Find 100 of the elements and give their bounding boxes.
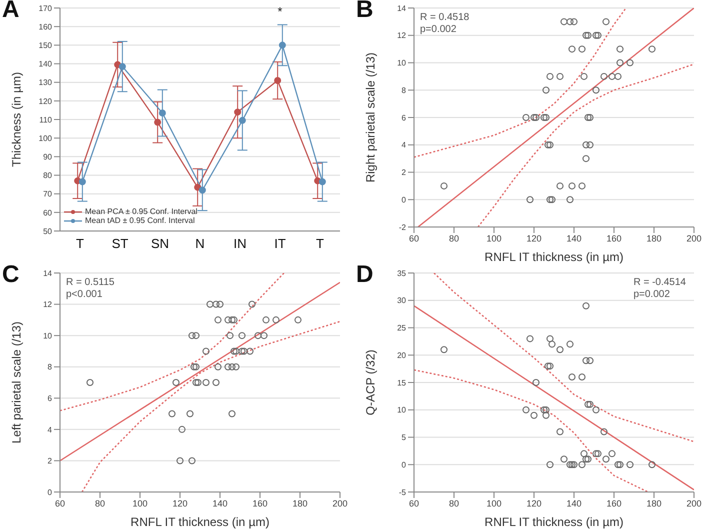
point [582,141,590,148]
point [230,316,238,324]
y-tick-label: -5 [398,488,407,497]
x-tick-label: IN [234,236,246,252]
annotation: R = -0.4514 [633,277,686,289]
point [592,450,600,458]
annotation: p<0.001 [66,289,104,301]
x-tick-label: 200 [686,498,702,508]
point [176,457,184,464]
point [272,316,280,324]
point [584,456,592,463]
chart-title: A [2,0,20,24]
point [228,316,236,324]
y-tick-label: 5 [402,433,407,442]
point [542,412,550,419]
y-tick-label: 140 [38,60,53,69]
point [522,406,530,414]
x-tick-label: 60 [54,498,66,508]
point [582,32,590,39]
y-axis-title: Thickness (in µm) [9,72,24,167]
point [214,316,222,324]
legend-label: Mean PCA ± 0.95 Conf. Interval [85,207,198,216]
point [616,59,624,66]
x-tick-label: 200 [332,498,348,508]
point [262,316,270,324]
point [216,300,224,308]
y-tick-label: 80 [43,171,53,180]
point [614,461,622,468]
point [440,346,448,354]
point [560,18,568,26]
point [570,18,578,26]
x-tick-label: 100 [132,498,148,508]
point [230,348,238,355]
line-series [477,63,694,227]
point [254,332,262,340]
point [172,379,180,386]
point [580,72,588,80]
x-tick-label: 120 [526,498,542,508]
y-tick-label: 10 [43,331,53,340]
point [542,114,550,121]
line-series [60,273,285,412]
point [188,332,196,340]
point [568,374,576,381]
legend-label: Mean tAD ± 0.95 Conf. Interval [85,216,195,225]
point [192,332,200,340]
point [206,300,214,308]
point [240,348,248,355]
point [578,46,586,53]
y-tick-label: 12 [397,31,407,40]
point [556,428,564,436]
annotation: R = 0.4518 [420,12,470,24]
annotation: * [278,4,283,18]
point [542,406,550,414]
point [584,400,592,408]
x-tick-label: IT [274,236,286,252]
point [648,46,656,53]
x-tick-label: 180 [646,233,662,244]
x-tick-label: 160 [606,498,622,508]
point [594,32,602,39]
point [232,348,240,355]
y-tick-label: 90 [43,152,53,162]
x-tick-label: 80 [448,498,460,508]
x-tick-label: 160 [606,233,622,244]
point [526,196,534,204]
point [212,300,220,308]
point [260,332,268,340]
chart-title: B [356,0,374,24]
y-tick-label: 70 [43,190,53,199]
point [224,363,232,370]
point [546,196,554,204]
y-tick-label: 2 [48,456,53,466]
y-tick-label: 15 [397,378,407,388]
point [224,316,232,324]
x-tick-label: 200 [686,233,702,244]
x-axis-title: RNFL IT thickness (in µm) [130,515,270,529]
point [548,340,556,348]
y-tick-label: 170 [38,4,53,13]
point [582,155,590,162]
annotation: p=0.002 [420,24,458,36]
x-tick-label: 80 [94,498,106,508]
y-tick-label: 120 [38,96,53,106]
point [522,114,530,121]
y-tick-label: 14 [397,4,407,13]
point [546,335,554,342]
x-tick-label: 80 [448,233,460,244]
y-tick-label: 30 [397,296,407,306]
y-tick-label: 14 [43,268,53,278]
point [540,114,548,121]
annotation: p=0.002 [633,289,671,301]
point [600,428,608,436]
point [566,196,574,204]
x-tick-label: 100 [486,498,502,508]
x-axis-title: RNFL IT thickness (in µm) [484,515,624,529]
point [568,461,576,468]
point [608,72,616,80]
point [544,362,552,370]
point [178,426,186,433]
point [186,410,194,418]
point [566,340,574,348]
chart-title: D [356,261,374,289]
